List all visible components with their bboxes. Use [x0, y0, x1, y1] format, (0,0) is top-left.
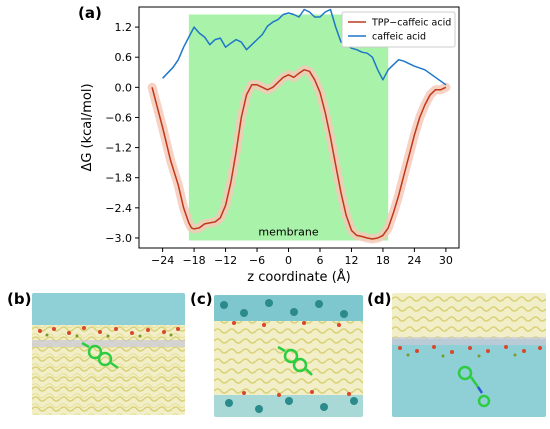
- x-tick-label: 6: [316, 254, 323, 267]
- snapshot-c: [214, 295, 363, 417]
- snapshot-c-image: [214, 295, 363, 417]
- y-axis-label: ΔG (kcal/mol): [80, 83, 95, 171]
- x-tick-label: 0: [285, 254, 292, 267]
- membrane-label: membrane: [258, 225, 318, 238]
- panel-label-c: (c): [190, 290, 213, 308]
- x-tick-label: −6: [249, 254, 265, 267]
- y-tick-label: −1.2: [105, 142, 132, 155]
- panel-label-a: (a): [78, 4, 102, 22]
- y-tick-label: 1.2: [115, 21, 133, 34]
- x-tick-label: −12: [214, 254, 237, 267]
- legend-label-0: TPP−caffeic acid: [371, 18, 451, 29]
- panel-label-b: (b): [7, 290, 32, 308]
- snapshot-b-image: [32, 293, 185, 415]
- free-energy-plot: membrane −24 −18 −12 −6 0 6 12 18 24 30 1.2 0.6 0.0 −0…: [80, 6, 460, 285]
- x-tick-label: −24: [151, 254, 174, 267]
- snapshot-b: [32, 293, 185, 415]
- snapshot-d: [392, 293, 546, 417]
- y-tick-label: −0.6: [105, 111, 132, 124]
- panel-label-d: (d): [367, 290, 392, 308]
- legend-label-1: caffeic acid: [372, 32, 426, 43]
- series-1-line: [162, 8, 447, 86]
- chart-svg: membrane −24 −18 −12 −6 0 6 12 18 24 30 1.2 0.6 0.0 −0…: [80, 6, 460, 285]
- legend-box: [341, 11, 456, 48]
- x-tick-label: 24: [407, 254, 421, 267]
- y-tick-label: −1.8: [105, 172, 132, 185]
- plot-frame: [138, 6, 460, 249]
- snapshot-d-image: [392, 293, 546, 417]
- x-tick-label: 12: [344, 254, 358, 267]
- x-tick-label: −18: [182, 254, 205, 267]
- y-tick-label: −3.0: [105, 232, 132, 245]
- y-tick-label: −2.4: [105, 202, 132, 215]
- membrane-region: [188, 14, 389, 241]
- x-tick-label: 18: [376, 254, 390, 267]
- y-tick-label: 0.0: [115, 81, 133, 94]
- x-tick-label: 30: [439, 254, 453, 267]
- x-axis-label: z coordinate (Å): [247, 269, 350, 285]
- series-0-line: [151, 69, 447, 240]
- y-tick-label: 0.6: [115, 51, 133, 64]
